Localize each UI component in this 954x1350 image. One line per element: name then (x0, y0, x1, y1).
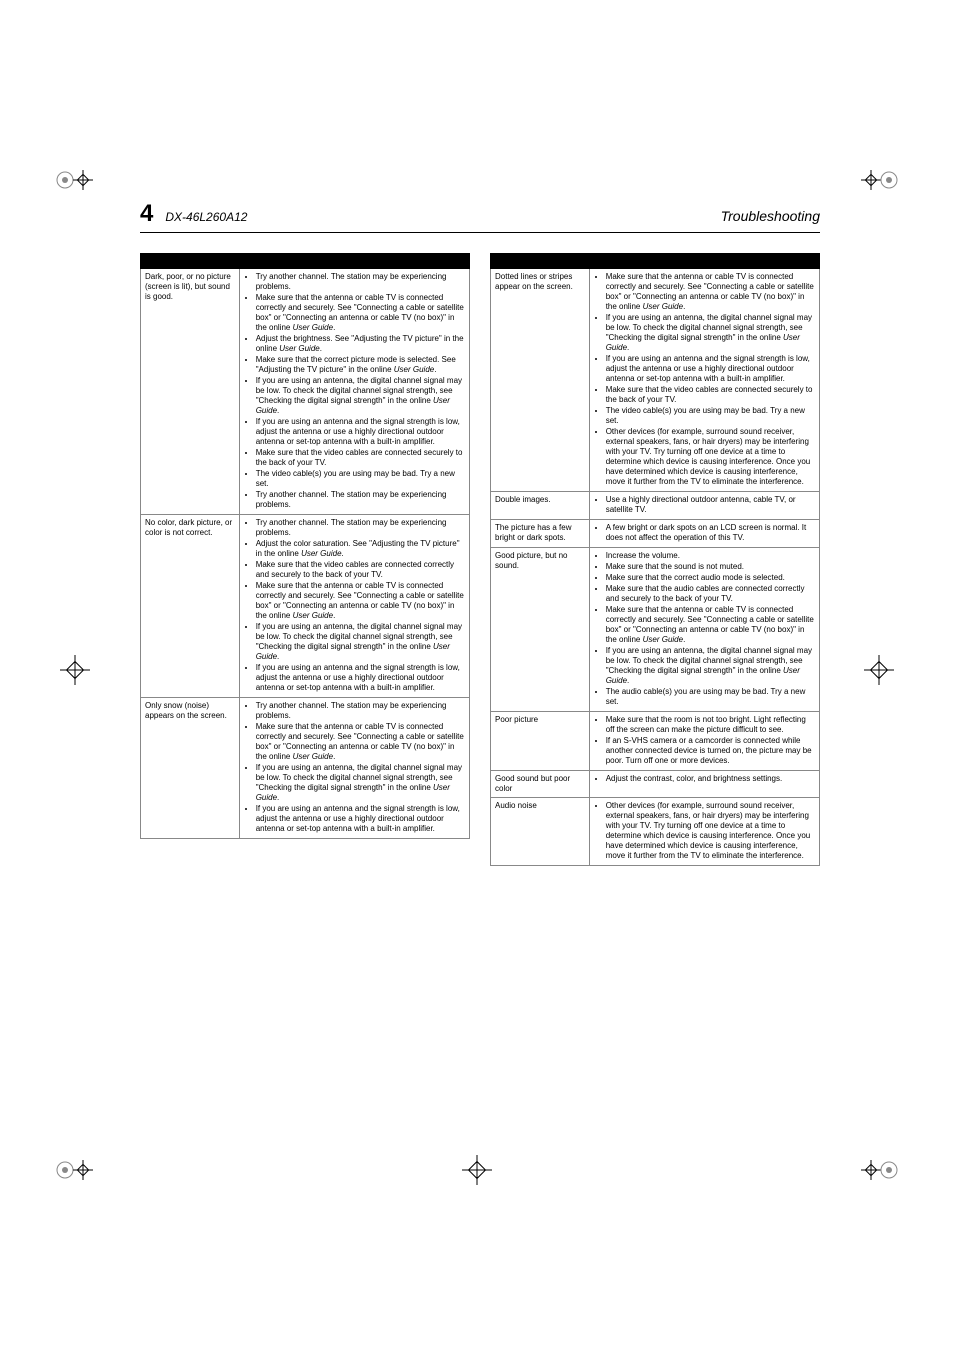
solution-cell: Increase the volume.Make sure that the s… (589, 548, 819, 712)
solution-cell: Try another channel. The station may be … (239, 698, 469, 839)
list-item: Make sure that the correct picture mode … (256, 355, 465, 375)
table-row: No color, dark picture, or color is not … (141, 515, 470, 698)
list-item: Try another channel. The station may be … (256, 490, 465, 510)
problem-cell: No color, dark picture, or color is not … (141, 515, 240, 698)
solution-cell: Make sure that the room is not too brigh… (589, 712, 819, 771)
list-item: If you are using an antenna and the sign… (256, 804, 465, 834)
problem-cell: Good picture, but no sound. (491, 548, 590, 712)
problem-cell: Dark, poor, or no picture (screen is lit… (141, 269, 240, 515)
reg-mark-icon (859, 1150, 899, 1190)
list-item: Other devices (for example, surround sou… (606, 801, 815, 861)
solution-cell: Make sure that the antenna or cable TV i… (589, 269, 819, 492)
page-content: 4 DX-46L260A12 Troubleshooting Dark, poo… (140, 200, 820, 866)
list-item: If you are using an antenna and the sign… (606, 354, 815, 384)
problem-cell: The picture has a few bright or dark spo… (491, 520, 590, 548)
list-item: Make sure that the antenna or cable TV i… (606, 605, 815, 645)
page-number: 4 (140, 200, 153, 228)
table-row: Good sound but poor color Adjust the cont… (491, 771, 820, 798)
list-item: A few bright or dark spots on an LCD scr… (606, 523, 815, 543)
list-item: Make sure that the antenna or cable TV i… (606, 272, 815, 312)
list-item: Try another channel. The station may be … (256, 701, 465, 721)
reg-mark-icon (55, 1150, 95, 1190)
list-item: The audio cable(s) you are using may be … (606, 687, 815, 707)
list-item: Make sure that the antenna or cable TV i… (256, 293, 465, 333)
table-row: Dark, poor, or no picture (screen is lit… (141, 269, 470, 515)
list-item: If an S-VHS camera or a camcorder is con… (606, 736, 815, 766)
page-header: 4 DX-46L260A12 Troubleshooting (140, 200, 820, 233)
list-item: Make sure that the antenna or cable TV i… (256, 581, 465, 621)
list-item: Make sure that the video cables are conn… (256, 448, 465, 468)
reg-mark-icon (55, 650, 95, 690)
reg-mark-icon (859, 160, 899, 200)
section-title: Troubleshooting (721, 208, 820, 224)
troubleshooting-table-left: Dark, poor, or no picture (screen is lit… (140, 253, 470, 839)
list-item: Try another channel. The station may be … (256, 518, 465, 538)
table-row: Double images. Use a highly directional o… (491, 492, 820, 520)
troubleshooting-table-right: Dotted lines or stripes appear on the sc… (490, 253, 820, 866)
list-item: Make sure that the correct audio mode is… (606, 573, 815, 583)
table-row: Only snow (noise) appears on the screen.… (141, 698, 470, 839)
table-row: The picture has a few bright or dark spo… (491, 520, 820, 548)
problem-cell: Dotted lines or stripes appear on the sc… (491, 269, 590, 492)
solution-cell: Try another channel. The station may be … (239, 269, 469, 515)
list-item: Adjust the contrast, color, and brightne… (606, 774, 815, 784)
solution-cell: Use a highly directional outdoor antenna… (589, 492, 819, 520)
list-item: If you are using an antenna, the digital… (606, 313, 815, 353)
reg-mark-icon (859, 650, 899, 690)
table-row: Dotted lines or stripes appear on the sc… (491, 269, 820, 492)
model-number: DX-46L260A12 (165, 210, 247, 224)
table-row: Poor picture Make sure that the room is n… (491, 712, 820, 771)
list-item: Make sure that the video cables are conn… (606, 385, 815, 405)
problem-cell: Only snow (noise) appears on the screen. (141, 698, 240, 839)
list-item: The video cable(s) you are using may be … (606, 406, 815, 426)
solution-cell: Other devices (for example, surround sou… (589, 798, 819, 866)
list-item: Increase the volume. (606, 551, 815, 561)
list-item: Make sure that the video cables are conn… (256, 560, 465, 580)
table-row: Audio noise Other devices (for example, s… (491, 798, 820, 866)
list-item: Try another channel. The station may be … (256, 272, 465, 292)
reg-mark-icon (55, 160, 95, 200)
reg-mark-icon (457, 1150, 497, 1190)
problem-cell: Double images. (491, 492, 590, 520)
list-item: Use a highly directional outdoor antenna… (606, 495, 815, 515)
solution-cell: Adjust the contrast, color, and brightne… (589, 771, 819, 798)
problem-cell: Poor picture (491, 712, 590, 771)
list-item: If you are using an antenna, the digital… (256, 622, 465, 662)
list-item: If you are using an antenna, the digital… (256, 376, 465, 416)
list-item: If you are using an antenna, the digital… (256, 763, 465, 803)
problem-cell: Audio noise (491, 798, 590, 866)
list-item: Make sure that the audio cables are conn… (606, 584, 815, 604)
table-row: Good picture, but no sound.Increase the … (491, 548, 820, 712)
problem-cell: Good sound but poor color (491, 771, 590, 798)
list-item: Make sure that the antenna or cable TV i… (256, 722, 465, 762)
list-item: Adjust the color saturation. See "Adjust… (256, 539, 465, 559)
solution-cell: A few bright or dark spots on an LCD scr… (589, 520, 819, 548)
list-item: The video cable(s) you are using may be … (256, 469, 465, 489)
list-item: If you are using an antenna, the digital… (606, 646, 815, 686)
list-item: If you are using an antenna and the sign… (256, 663, 465, 693)
solution-cell: Try another channel. The station may be … (239, 515, 469, 698)
list-item: Adjust the brightness. See "Adjusting th… (256, 334, 465, 354)
list-item: Make sure that the room is not too brigh… (606, 715, 815, 735)
list-item: Make sure that the sound is not muted. (606, 562, 815, 572)
list-item: If you are using an antenna and the sign… (256, 417, 465, 447)
list-item: Other devices (for example, surround sou… (606, 427, 815, 487)
